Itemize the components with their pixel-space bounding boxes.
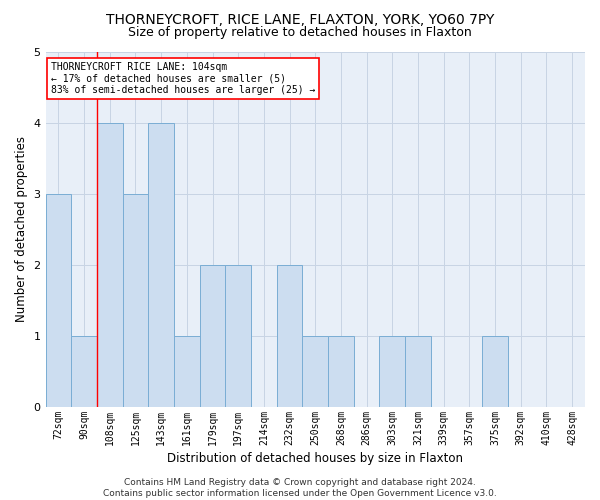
Bar [277, 265, 302, 407]
Y-axis label: Number of detached properties: Number of detached properties [15, 136, 28, 322]
Bar [482, 336, 508, 407]
Bar [226, 265, 251, 407]
Text: Contains HM Land Registry data © Crown copyright and database right 2024.
Contai: Contains HM Land Registry data © Crown c… [103, 478, 497, 498]
X-axis label: Distribution of detached houses by size in Flaxton: Distribution of detached houses by size … [167, 452, 463, 465]
Bar [174, 336, 200, 407]
Bar [379, 336, 405, 407]
Bar [302, 336, 328, 407]
Bar [97, 122, 122, 407]
Bar [46, 194, 71, 407]
Bar [200, 265, 226, 407]
Bar [405, 336, 431, 407]
Bar [122, 194, 148, 407]
Bar [148, 122, 174, 407]
Bar [71, 336, 97, 407]
Text: THORNEYCROFT, RICE LANE, FLAXTON, YORK, YO60 7PY: THORNEYCROFT, RICE LANE, FLAXTON, YORK, … [106, 12, 494, 26]
Bar [328, 336, 354, 407]
Text: Size of property relative to detached houses in Flaxton: Size of property relative to detached ho… [128, 26, 472, 39]
Text: THORNEYCROFT RICE LANE: 104sqm
← 17% of detached houses are smaller (5)
83% of s: THORNEYCROFT RICE LANE: 104sqm ← 17% of … [51, 62, 316, 96]
